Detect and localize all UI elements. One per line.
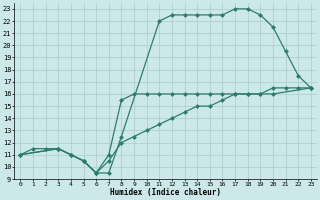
X-axis label: Humidex (Indice chaleur): Humidex (Indice chaleur): [110, 188, 221, 197]
